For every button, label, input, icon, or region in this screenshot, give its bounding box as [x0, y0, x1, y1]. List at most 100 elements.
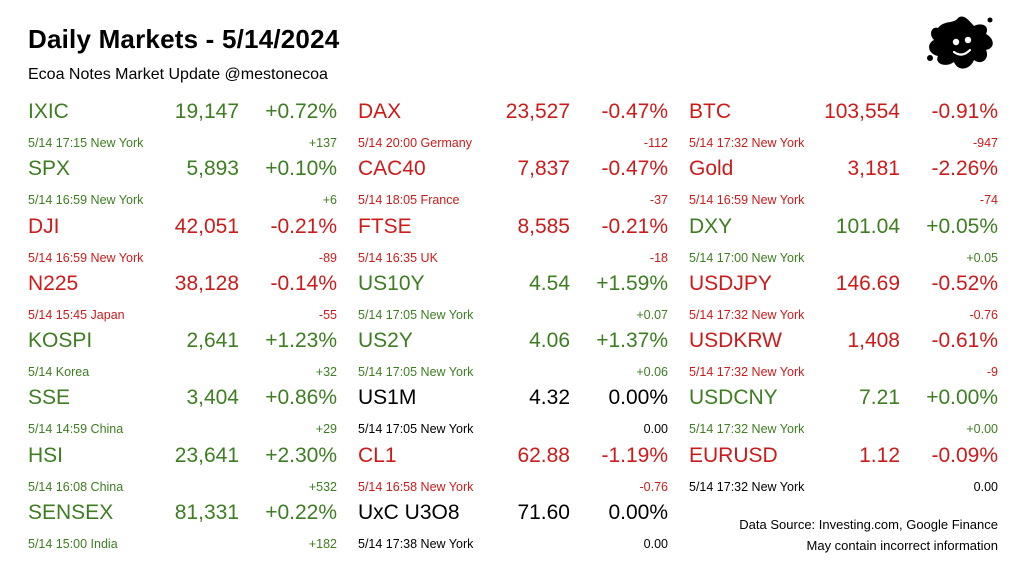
ticker-dji: DJI 42,051 -0.21% 5/14 16:59 New York -89 — [28, 215, 337, 272]
ticker-abs-change: +182 — [308, 537, 337, 552]
ticker-eurusd: EURUSD 1.12 -0.09% 5/14 17:32 New York 0.00 — [689, 444, 998, 501]
ticker-abs-change: +0.07 — [636, 307, 668, 322]
ticker-value: 19,147 — [174, 100, 239, 123]
ticker-abs-change: +0.05 — [966, 250, 998, 265]
ticker-value: 62.88 — [517, 443, 570, 467]
ticker-name: US2Y — [358, 329, 413, 353]
ticker-name: DAX — [358, 100, 402, 123]
ticker-percent-change: -0.21% — [601, 214, 668, 238]
ticker-abs-change: +532 — [308, 479, 337, 494]
ticker-value: 38,128 — [174, 271, 239, 295]
ticker-name: FTSE — [358, 214, 412, 238]
ticker-name: DJI — [28, 214, 60, 238]
ticker-btc: BTC 103,554 -0.91% 5/14 17:32 New York -947 — [689, 100, 998, 157]
ticker-percent-change: +0.05% — [926, 214, 998, 238]
ticker-percent-change: +2.30% — [265, 443, 337, 467]
ticker-name: CAC40 — [358, 157, 426, 181]
ticker-abs-change: -0.76 — [639, 479, 669, 494]
ticker-abs-change: -18 — [649, 250, 668, 265]
ticker-ftse: FTSE 8,585 -0.21% 5/14 16:35 UK -18 — [358, 215, 668, 272]
column-europe-rates: DAX 23,527 -0.47% 5/14 20:00 Germany -112 CAC… — [358, 100, 668, 558]
ticker-percent-change: -1.19% — [601, 443, 668, 467]
ticker-value: 8,585 — [517, 214, 570, 238]
ticker-value: 3,404 — [186, 386, 239, 410]
ticker-percent-change: 0.00% — [608, 501, 668, 525]
ticker-timestamp: 5/14 16:59 New York — [28, 193, 144, 208]
ticker-value: 146.69 — [835, 271, 900, 295]
ticker-us1m: US1M 4.32 0.00% 5/14 17:05 New York 0.00 — [358, 386, 668, 443]
ticker-abs-change: +0.00 — [966, 422, 998, 437]
ticker-abs-change: +137 — [308, 136, 337, 150]
ticker-name: UxC U3O8 — [358, 501, 460, 525]
ticker-abs-change: +0.06 — [636, 365, 668, 380]
ticker-abs-change: -55 — [318, 307, 337, 322]
ticker-value: 7.21 — [859, 386, 900, 410]
ticker-timestamp: 5/14 17:05 New York — [358, 422, 474, 437]
ticker-value: 23,641 — [174, 443, 239, 467]
ticker-usdkrw: USDKRW 1,408 -0.61% 5/14 17:32 New York -9 — [689, 329, 998, 386]
ticker-timestamp: 5/14 17:32 New York — [689, 307, 805, 322]
ticker-abs-change: +32 — [315, 365, 337, 380]
ticker-abs-change: -89 — [318, 250, 337, 265]
ticker-value: 81,331 — [174, 501, 239, 525]
ticker-value: 4.54 — [529, 271, 570, 295]
ticker-name: N225 — [28, 271, 79, 295]
ticker-n225: N225 38,128 -0.14% 5/14 15:45 Japan -55 — [28, 272, 337, 329]
ticker-name: USDJPY — [689, 271, 772, 295]
ticker-percent-change: +0.22% — [265, 501, 337, 525]
ticker-value: 5,893 — [186, 157, 239, 181]
data-source-note: Data Source: Investing.com, Google Finan… — [739, 514, 998, 556]
ticker-timestamp: 5/14 Korea — [28, 365, 90, 380]
ticker-name: US10Y — [358, 271, 425, 295]
ticker-percent-change: +1.23% — [265, 329, 337, 353]
ticker-abs-change: +6 — [322, 193, 337, 208]
ticker-timestamp: 5/14 15:00 India — [28, 537, 118, 552]
ticker-percent-change: -2.26% — [931, 157, 998, 181]
ticker-hsi: HSI 23,641 +2.30% 5/14 16:08 China +532 — [28, 444, 337, 501]
ticker-timestamp: 5/14 16:58 New York — [358, 479, 474, 494]
ticker-us10y: US10Y 4.54 +1.59% 5/14 17:05 New York +0.07 — [358, 272, 668, 329]
ticker-abs-change: -37 — [649, 193, 668, 208]
ticker-timestamp: 5/14 17:32 New York — [689, 479, 805, 494]
ticker-abs-change: -0.76 — [969, 307, 999, 322]
ticker-percent-change: -0.47% — [601, 100, 668, 123]
ticker-value: 103,554 — [824, 100, 900, 123]
ticker-timestamp: 5/14 17:15 New York — [28, 136, 144, 150]
ticker-abs-change: 0.00 — [643, 537, 668, 552]
ticker-gold: Gold 3,181 -2.26% 5/14 16:59 New York -74 — [689, 157, 998, 214]
ticker-percent-change: +0.86% — [265, 386, 337, 410]
ticker-sse: SSE 3,404 +0.86% 5/14 14:59 China +29 — [28, 386, 337, 443]
ticker-name: SPX — [28, 157, 71, 181]
ticker-dxy: DXY 101.04 +0.05% 5/14 17:00 New York +0.05 — [689, 215, 998, 272]
ticker-name: DXY — [689, 214, 733, 238]
disclaimer: May contain incorrect information — [806, 538, 998, 553]
ticker-percent-change: -0.47% — [601, 157, 668, 181]
ticker-name: USDCNY — [689, 386, 778, 410]
ticker-name: Gold — [689, 157, 734, 181]
ticker-percent-change: +1.59% — [596, 271, 668, 295]
ticker-abs-change: -9 — [986, 365, 998, 380]
ticker-timestamp: 5/14 15:45 Japan — [28, 307, 125, 322]
ticker-percent-change: 0.00% — [608, 386, 668, 410]
ticker-percent-change: +0.72% — [265, 100, 337, 123]
ticker-timestamp: 5/14 17:38 New York — [358, 537, 474, 552]
column-crypto-fx: BTC 103,554 -0.91% 5/14 17:32 New York -947 G… — [689, 100, 998, 501]
ticker-abs-change: 0.00 — [973, 479, 998, 494]
ticker-name: EURUSD — [689, 443, 778, 467]
ticker-percent-change: +0.00% — [926, 386, 998, 410]
ticker-timestamp: 5/14 18:05 France — [358, 193, 460, 208]
ticker-uxc-u3o8: UxC U3O8 71.60 0.00% 5/14 17:38 New York 0.0… — [358, 501, 668, 558]
ticker-timestamp: 5/14 17:32 New York — [689, 422, 805, 437]
ticker-abs-change: 0.00 — [643, 422, 668, 437]
ticker-usdjpy: USDJPY 146.69 -0.52% 5/14 17:32 New York -0.… — [689, 272, 998, 329]
page-subtitle: Ecoa Notes Market Update @mestonecoa — [28, 66, 328, 83]
ticker-percent-change: -0.14% — [270, 271, 337, 295]
ticker-value: 4.06 — [529, 329, 570, 353]
ticker-kospi: KOSPI 2,641 +1.23% 5/14 Korea +32 — [28, 329, 337, 386]
ticker-timestamp: 5/14 17:05 New York — [358, 365, 474, 380]
page-title: Daily Markets - 5/14/2024 — [28, 24, 340, 54]
ticker-value: 1.12 — [859, 443, 900, 467]
ticker-usdcny: USDCNY 7.21 +0.00% 5/14 17:32 New York +0.00 — [689, 386, 998, 443]
ticker-sensex: SENSEX 81,331 +0.22% 5/14 15:00 India +182 — [28, 501, 337, 558]
ticker-spx: SPX 5,893 +0.10% 5/14 16:59 New York +6 — [28, 157, 337, 214]
